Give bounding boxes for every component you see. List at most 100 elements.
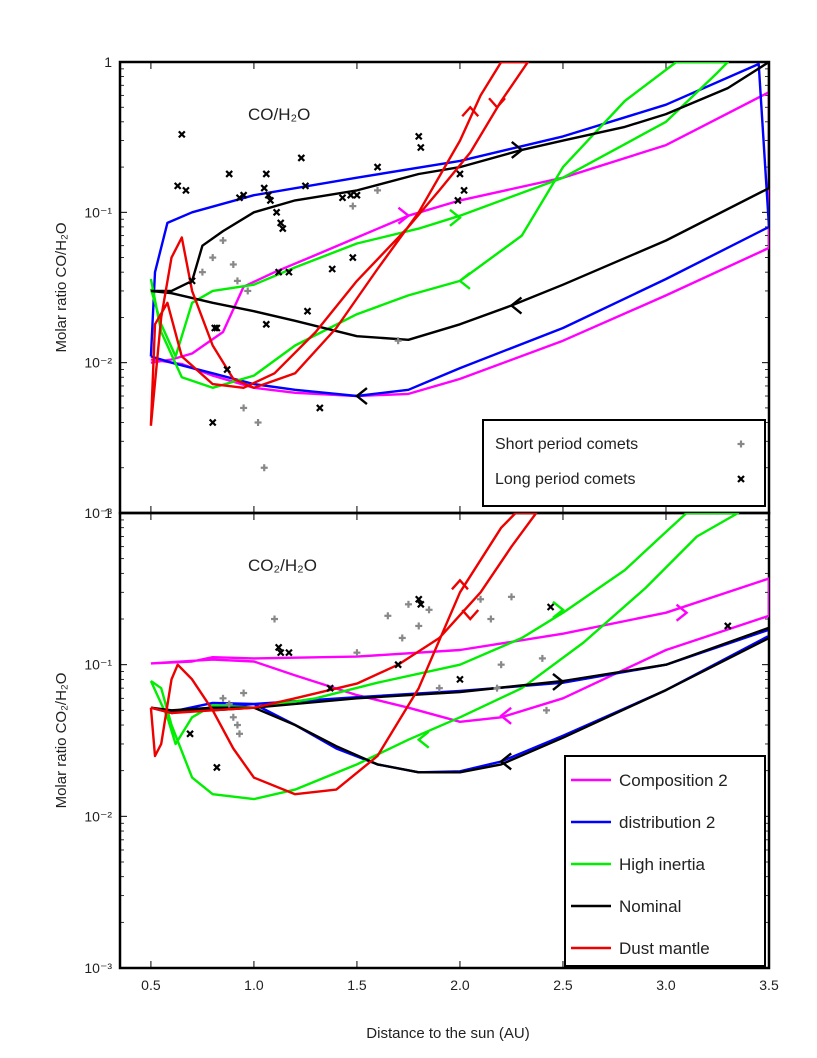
long-period-point [285, 268, 293, 276]
direction-arrow [488, 97, 506, 110]
short-period-point [538, 654, 546, 662]
direction-arrow [461, 105, 480, 118]
panel-title: CO/H₂O [248, 105, 310, 124]
long-period-point [182, 186, 190, 195]
short-period-point [225, 700, 233, 708]
direction-arrow [509, 296, 523, 315]
short-period-point [229, 260, 237, 268]
long-period-point [285, 648, 293, 657]
series-line-2 [149, 62, 729, 389]
co2-panel: 10⁻³ 10⁻² 10⁻¹ 1 0.5 1.0 1.5 2.0 2.5 3.0 3.5 Molar … [53, 505, 779, 993]
long-period-point [316, 404, 324, 412]
direction-arrow [397, 206, 411, 225]
direction-arrow [458, 271, 471, 290]
short-period-point [384, 612, 392, 620]
x-tick-label: 1.5 [347, 977, 367, 993]
short-period-point [435, 684, 443, 692]
series-line-0 [150, 577, 769, 723]
long-period-point [546, 603, 555, 611]
long-period-point [328, 265, 336, 273]
long-period-point [178, 130, 186, 139]
legend-box [564, 755, 766, 967]
long-period-point [188, 277, 196, 285]
long-period-point [414, 595, 423, 604]
long-period-point [274, 643, 283, 652]
short-period-point [487, 615, 495, 623]
long-period-point [274, 268, 283, 276]
x-tick-label: 1.0 [244, 977, 264, 993]
short-period-point [415, 622, 423, 630]
y-tick-label: 10⁻¹ [84, 657, 112, 673]
long-period-point [208, 418, 217, 427]
long-period-point [417, 143, 425, 152]
long-period-point [349, 253, 357, 262]
short-period-point [507, 593, 515, 601]
legend: Composition 2 distribution 2 High inertia N… [564, 755, 766, 967]
long-period-point [239, 191, 248, 199]
long-period-point [262, 170, 271, 178]
legend-box [482, 419, 766, 507]
long-period-point [414, 132, 423, 141]
long-period-point [326, 684, 334, 692]
legend-label: Composition 2 [619, 771, 728, 790]
short-period-point [254, 418, 262, 426]
x-tick-label: 0.5 [141, 977, 161, 993]
series-group [149, 62, 769, 472]
short-period-point [404, 600, 412, 608]
direction-arrow [355, 387, 368, 405]
long-period-point [266, 196, 275, 205]
legend-marker [737, 475, 745, 483]
legend-label: Nominal [619, 897, 681, 916]
legend-label: Long period comets [495, 471, 636, 488]
long-period-point [276, 648, 285, 657]
long-period-point [297, 154, 306, 162]
y-tick-label: 1 [104, 54, 112, 70]
short-period-point [493, 684, 501, 692]
x-tick-label: 2.5 [553, 977, 573, 993]
long-period-point [173, 182, 182, 190]
y-axis-label: Molar ratio CO/H₂O [53, 222, 70, 352]
long-period-point [223, 365, 231, 374]
series-group [149, 513, 769, 801]
short-period-point [260, 464, 268, 472]
short-period-point [477, 595, 485, 603]
long-period-point [724, 622, 732, 630]
long-period-point [235, 193, 244, 202]
long-period-point [454, 196, 462, 205]
direction-arrow [499, 706, 512, 725]
long-period-point [213, 763, 221, 772]
series-line-4 [149, 62, 530, 426]
plot-frame [118, 511, 771, 970]
short-period-point [240, 404, 248, 412]
short-period-point [497, 661, 505, 669]
long-period-point [210, 324, 219, 332]
long-period-point [264, 191, 273, 199]
direction-arrow [511, 141, 524, 159]
long-period-point [456, 675, 464, 684]
long-period-point [301, 182, 310, 190]
long-period-point [353, 191, 361, 199]
direction-arrow [675, 603, 689, 622]
short-period-point [398, 634, 406, 642]
legend-label: Dust mantle [619, 939, 710, 958]
direction-arrow [416, 730, 430, 749]
short-period-point [240, 689, 248, 697]
long-period-point [213, 324, 221, 332]
series-line-3 [150, 626, 769, 774]
short-period-point [233, 277, 241, 285]
series-line-4 [149, 513, 538, 796]
long-period-point [338, 193, 347, 202]
short-period-point [542, 706, 550, 714]
long-period-point [417, 600, 425, 609]
direction-arrow [461, 609, 480, 621]
long-period-point [346, 191, 355, 199]
y-tick-label: 10⁻² [84, 808, 112, 824]
long-period-point [262, 320, 271, 329]
long-period-point [373, 163, 382, 171]
legend: Short period comets Long period comets [482, 419, 766, 507]
short-period-point [209, 254, 217, 262]
short-period-point [219, 236, 227, 244]
short-period-point [229, 713, 237, 721]
y-tick-label: 10⁻³ [84, 505, 112, 521]
